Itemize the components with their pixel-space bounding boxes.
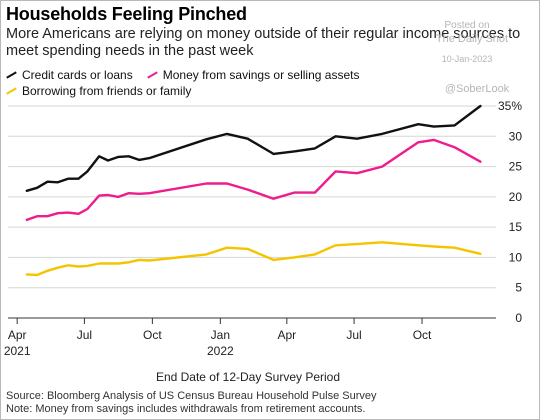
x-tick-year-label: 2021 [4,344,31,358]
legend-row-1: Credit cards or loans Money from savings… [6,68,373,82]
x-axis: Apr 2021 Jul Oct Jan 2022 Apr Jul Oct [4,317,496,358]
y-tick-label: 30 [509,129,523,143]
y-tick-label: 5 [515,281,522,295]
legend-item-savings: Money from savings or selling assets [146,68,360,82]
series-line-credit-cards [25,104,482,193]
legend-item-borrowing: Borrowing from friends or family [6,84,191,98]
y-tick-label: 20 [509,190,523,204]
legend-row-2: Borrowing from friends or family [6,84,205,98]
y-tick-label: 35% [498,99,522,113]
x-tick-label: Oct [143,328,162,342]
source-note: Source: Bloomberg Analysis of US Census … [6,390,377,402]
series-line-borrowing [25,241,482,277]
x-tick-label: Jul [346,328,361,342]
watermark-posted-on: Posted on [444,20,490,31]
gridlines [8,105,496,289]
y-tick-label: 15 [509,220,523,234]
x-axis-label: End Date of 12-Day Survey Period [156,370,340,384]
x-tick-label: Jul [77,328,92,342]
legend-item-credit-cards: Credit cards or loans [6,68,133,82]
series-line-savings [25,138,482,222]
footnote: Note: Money from savings includes withdr… [6,403,366,415]
series-lines [25,104,482,277]
x-tick-label: Apr [8,328,27,342]
watermark-handle: @SoberLook [444,83,510,95]
legend-label-credit-cards: Credit cards or loans [22,68,133,82]
y-tick-label: 25 [509,160,523,174]
x-tick-year-label: 2022 [207,344,234,358]
y-tick-label: 10 [509,250,523,264]
chart-title: Households Feeling Pinched [6,4,247,24]
watermark-date: 10-Jan-2023 [441,54,493,64]
x-tick-label: Apr [277,328,296,342]
y-tick-label: 0 [515,311,522,325]
x-tick-label: Oct [413,328,432,342]
legend-label-borrowing: Borrowing from friends or family [22,84,192,98]
chart-subtitle: More Americans are relying on money outs… [6,26,521,59]
legend-label-savings: Money from savings or selling assets [162,68,360,82]
x-tick-label: Jan [211,328,230,342]
watermark-daily-shot: The Daily Shot [435,33,509,45]
y-axis-ticks: 0 5 10 15 20 25 30 35% [498,99,522,325]
